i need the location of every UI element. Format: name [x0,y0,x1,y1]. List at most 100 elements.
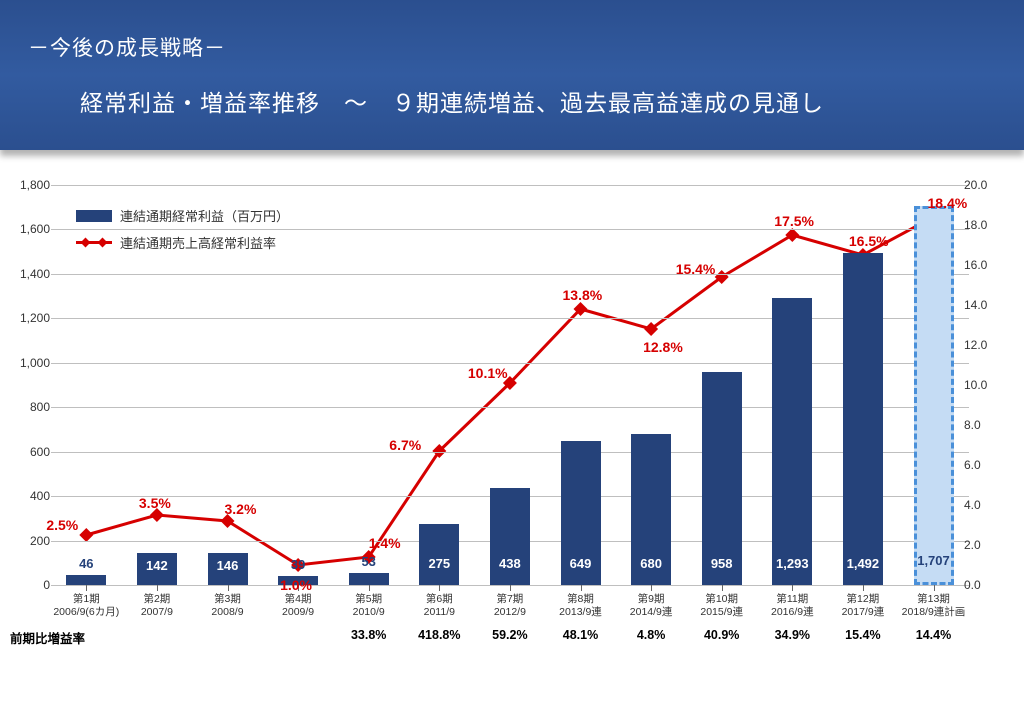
rate-value-label: 16.5% [849,233,889,249]
x-tick [369,585,370,591]
profit-bar: 1,293 [772,298,812,585]
x-cat-line2: 2018/9連計画 [898,606,969,619]
gridline [51,185,969,186]
x-cat-line1: 第4期 [263,593,334,606]
growth-value: 14.4% [898,628,969,642]
y-right-tick-label: 10.0 [964,378,1004,392]
x-category-label: 第3期2008/9 [192,593,263,645]
x-tick [651,585,652,591]
profit-bar: 53 [349,573,389,585]
profit-bar: 649 [561,441,601,585]
growth-value: 59.2% [475,628,546,642]
y-left-tick-label: 400 [10,489,50,503]
x-cat-line2: 2015/9連 [686,606,757,619]
x-tick [863,585,864,591]
bar-value-label: 39 [278,557,318,572]
x-tick [581,585,582,591]
rate-value-label: 1.4% [369,535,401,551]
rate-value-label: 6.7% [389,437,421,453]
y-right-tick-label: 8.0 [964,418,1004,432]
x-tick [510,585,511,591]
y-right-tick-label: 20.0 [964,178,1004,192]
bar-value-label: 649 [561,556,601,571]
x-cat-line1: 第6期 [404,593,475,606]
profit-bar: 680 [631,434,671,585]
x-tick [439,585,440,591]
x-cat-line1: 第3期 [192,593,263,606]
y-right-tick-label: 0.0 [964,578,1004,592]
growth-value: 48.1% [545,628,616,642]
y-left-tick-label: 1,200 [10,311,50,325]
y-left-tick-label: 600 [10,445,50,459]
y-right-tick-label: 18.0 [964,218,1004,232]
bar-value-label: 275 [419,556,459,571]
x-cat-line1: 第7期 [475,593,546,606]
gridline [51,229,969,230]
y-left-tick-label: 1,800 [10,178,50,192]
rate-value-label: 3.2% [225,501,257,517]
x-cat-line1: 第5期 [333,593,404,606]
profit-bar: 142 [137,553,177,585]
y-right-tick-label: 16.0 [964,258,1004,272]
y-right-tick-label: 6.0 [964,458,1004,472]
profit-bar: 1,492 [843,253,883,585]
growth-value: 34.9% [757,628,828,642]
header-band: －今後の成長戦略－ 経常利益・増益率推移 ～ ９期連続増益、過去最高益達成の見通… [0,0,1024,150]
x-cat-line2: 2009/9 [263,606,334,619]
bar-value-label: 1,492 [843,556,883,571]
x-cat-line1: 第10期 [686,593,757,606]
x-cat-line2: 2016/9連 [757,606,828,619]
x-cat-line2: 2014/9連 [616,606,687,619]
x-cat-line2: 2007/9 [122,606,193,619]
x-cat-line1: 第1期 [51,593,122,606]
chart-plot: 4614214639532754386496809581,2931,4921,7… [51,185,969,585]
rate-value-label: 3.5% [139,495,171,511]
bar-value-label: 46 [66,556,106,571]
growth-row-label: 前期比増益率 [10,628,85,647]
x-tick [157,585,158,591]
y-left-tick-label: 1,400 [10,267,50,281]
x-tick [228,585,229,591]
x-cat-line2: 2017/9連 [828,606,899,619]
rate-value-label: 2.5% [46,517,78,533]
growth-value: 33.8% [333,628,404,642]
bar-value-label: 142 [137,558,177,573]
growth-value: 4.8% [616,628,687,642]
bar-value-label: 146 [208,558,248,573]
y-left-tick-label: 800 [10,400,50,414]
x-cat-line1: 第9期 [616,593,687,606]
bar-value-label: 958 [702,556,742,571]
x-cat-line2: 2006/9(6カ月) [51,606,122,619]
profit-bar: 146 [208,553,248,585]
x-cat-line1: 第8期 [545,593,616,606]
bar-value-label: 1,293 [772,556,812,571]
profit-bar: 958 [702,372,742,585]
y-right-tick-label: 12.0 [964,338,1004,352]
x-cat-line1: 第13期 [898,593,969,606]
bar-value-label: 680 [631,556,671,571]
chart-area: 4614214639532754386496809581,2931,4921,7… [10,170,1004,645]
x-cat-line2: 2012/9 [475,606,546,619]
y-left-tick-label: 200 [10,534,50,548]
y-left-tick-label: 1,600 [10,222,50,236]
x-cat-line2: 2008/9 [192,606,263,619]
profit-bar: 438 [490,488,530,585]
growth-value: 418.8% [404,628,475,642]
header-supertitle: －今後の成長戦略－ [28,32,226,62]
bar-value-label: 53 [349,554,389,569]
y-right-tick-label: 4.0 [964,498,1004,512]
gridline [51,363,969,364]
profit-bar: 46 [66,575,106,585]
y-right-tick-label: 2.0 [964,538,1004,552]
rate-value-label: 10.1% [468,365,508,381]
x-cat-line1: 第11期 [757,593,828,606]
x-cat-line2: 2013/9連 [545,606,616,619]
x-category-label: 第2期2007/9 [122,593,193,645]
gridline [51,452,969,453]
x-tick [934,585,935,591]
gridline [51,274,969,275]
y-right-tick-label: 14.0 [964,298,1004,312]
x-tick [792,585,793,591]
growth-value: 40.9% [686,628,757,642]
y-left-tick-label: 0 [10,578,50,592]
